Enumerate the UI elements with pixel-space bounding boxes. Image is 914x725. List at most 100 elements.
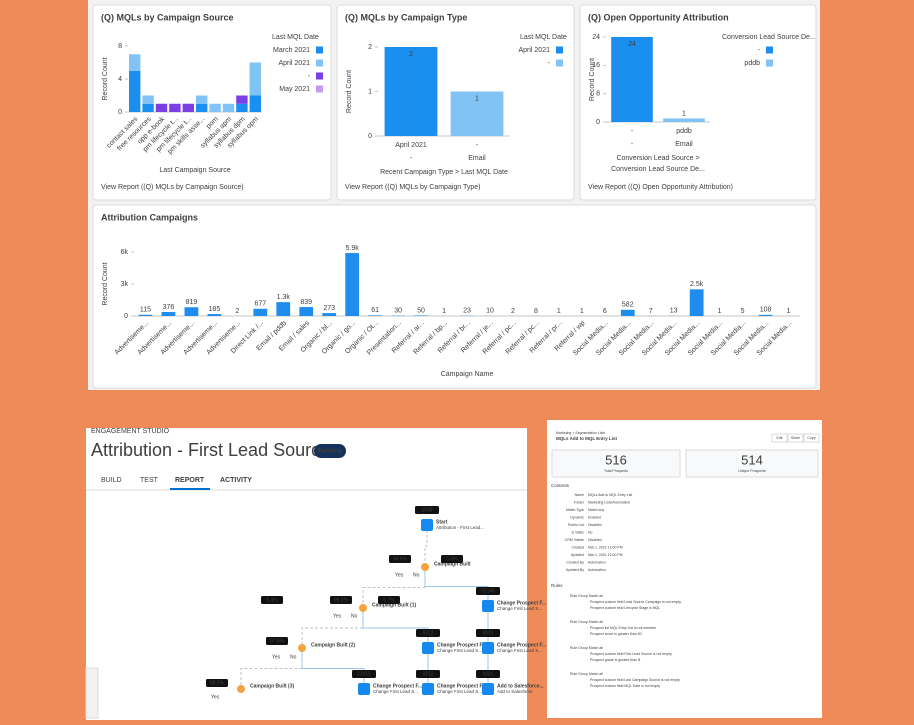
count-badge	[476, 670, 500, 678]
button[interactable]	[771, 433, 788, 443]
branch-label: No	[351, 613, 358, 619]
field-value: Disabled	[588, 523, 602, 527]
data-label: 2	[235, 308, 239, 315]
x-tick-label: April 2021	[395, 142, 427, 149]
section-heading: Contents	[551, 483, 570, 488]
tab[interactable]: TEST	[140, 477, 159, 484]
bar-segment	[142, 103, 154, 112]
legend-label: -	[308, 73, 311, 80]
legend-label: May 2021	[279, 86, 310, 93]
report-link: View Report ((Q) MQLs by Campaign Type)	[345, 184, 481, 191]
node-detail: Change First Lead S...	[373, 689, 418, 694]
y-tick-label: 4	[118, 76, 122, 83]
data-label: 5	[741, 308, 745, 315]
percent-text: 98.5%	[210, 680, 225, 686]
node-label: Campaign Built	[434, 561, 471, 567]
legend-title: Last MQL Date	[272, 34, 319, 41]
x-group-label: -	[410, 155, 413, 162]
field-name: Is Static	[572, 530, 585, 534]
percent-text: 94.6%	[393, 556, 408, 562]
count-badge	[416, 670, 440, 678]
data-label: 5.9k	[346, 245, 360, 252]
bar-segment	[450, 91, 504, 136]
node-label: Campaign Built (2)	[311, 642, 356, 648]
button-label: Edit	[776, 436, 782, 440]
stat-box	[551, 449, 681, 478]
count-badge	[416, 629, 440, 637]
data-label: 1	[682, 110, 686, 117]
node-detail: Attribution - First Lead...	[436, 525, 484, 530]
count-text: 22815	[357, 671, 371, 677]
connector	[301, 648, 365, 689]
button[interactable]	[787, 433, 804, 443]
data-label: 2	[511, 308, 515, 315]
legend-swatch	[766, 59, 773, 67]
bar	[689, 289, 704, 316]
field-name: Updated	[571, 553, 584, 557]
percent-text: 5.7%	[383, 597, 395, 603]
node-label: Change Prospect F...	[437, 642, 487, 648]
rule-node	[421, 563, 429, 571]
bar	[253, 308, 268, 316]
zoom-controls	[85, 667, 99, 719]
stat-label: Total Prospects	[604, 469, 628, 473]
card-title: (Q) MQLs by Campaign Type	[345, 12, 467, 22]
tab[interactable]: BUILD	[101, 477, 122, 484]
data-label: 50	[417, 307, 425, 314]
legend-swatch	[556, 59, 563, 67]
action-node	[358, 683, 370, 695]
field-value: Enabled	[588, 515, 601, 519]
y-tick-label: 8	[118, 43, 122, 50]
rule-group: Rule Group Match all	[570, 672, 603, 676]
rule-node	[237, 685, 245, 693]
count-badge	[352, 670, 376, 678]
legend-swatch	[766, 46, 773, 54]
legend-swatch	[556, 46, 563, 54]
count-text: 9091	[482, 630, 493, 636]
legend-label: pddb	[744, 60, 760, 67]
tab[interactable]: ACTIVITY	[220, 477, 252, 484]
count-badge	[476, 587, 500, 595]
data-label: 1	[787, 308, 791, 315]
tab[interactable]: REPORT	[175, 477, 205, 484]
percent-badge	[389, 555, 411, 563]
bar-segment	[236, 95, 248, 104]
action-node	[482, 683, 494, 695]
node-detail: Change First Lead S...	[497, 648, 542, 653]
data-label: 13	[670, 308, 678, 315]
node-detail: Change First Lead S...	[437, 648, 482, 653]
bar-segment	[249, 95, 261, 112]
connector	[424, 525, 428, 567]
bar	[207, 314, 222, 316]
bar	[299, 307, 314, 316]
x-tick-label: -	[476, 142, 479, 149]
count-badge	[415, 506, 439, 514]
branch-label: No	[290, 654, 297, 660]
bar-segment	[663, 118, 705, 122]
node-detail: Change First Lead S...	[437, 689, 482, 694]
legend-swatch	[316, 46, 323, 54]
bar	[138, 314, 153, 316]
node-label: Change Prospect F...	[497, 600, 547, 606]
field-name: Created	[572, 545, 585, 549]
action-node	[421, 519, 433, 531]
x-tick-label: -	[631, 128, 634, 135]
card	[92, 4, 332, 201]
rule-group: Rule Group Match all	[570, 620, 603, 624]
node-detail: Add to Salesforce	[497, 689, 533, 694]
stat-value: 514	[741, 452, 763, 467]
count-text: 9312	[422, 630, 433, 636]
count-text: 52146	[481, 588, 495, 594]
y-tick-label: 1	[368, 88, 372, 95]
field-value: No	[588, 530, 593, 534]
rule-node	[359, 604, 367, 612]
y-axis-title: Record Count	[346, 70, 353, 113]
button[interactable]	[803, 433, 820, 443]
data-label: 185	[209, 306, 221, 313]
field-name: Created By	[566, 560, 584, 564]
percent-text: 97.6%	[270, 638, 285, 644]
y-tick-label: 6k	[121, 249, 129, 256]
card-title: Attribution Campaigns	[101, 212, 198, 222]
branch-label: No	[413, 572, 420, 578]
